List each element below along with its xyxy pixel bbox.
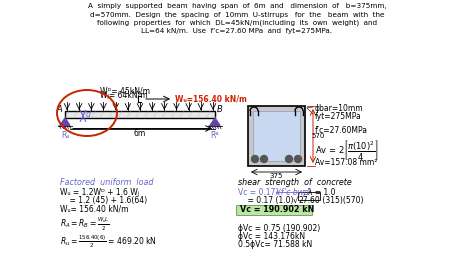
Text: Wⱼ= 64kN/m: Wⱼ= 64kN/m [100,91,147,100]
Text: Av=157.08 mm²: Av=157.08 mm² [315,158,377,167]
Text: √: √ [293,196,298,205]
Text: Rᴮ: Rᴮ [210,131,219,139]
Text: $R_A = R_B = \frac{W_u L}{2}$: $R_A = R_B = \frac{W_u L}{2}$ [60,216,110,233]
Text: = 1.2 (45) + 1.6(64): = 1.2 (45) + 1.6(64) [60,196,147,205]
Text: following  properties  for  which  DL=45kN/m(including  its  own  weight)  and: following properties for which DL=45kN/m… [97,20,377,27]
Circle shape [294,156,301,163]
Text: ϕVc = 0.75 (190.902): ϕVc = 0.75 (190.902) [238,224,320,233]
Text: Wᵤ=156.40 kN/m: Wᵤ=156.40 kN/m [175,94,247,103]
Polygon shape [210,118,220,126]
Text: fyt=275MPa: fyt=275MPa [315,112,362,121]
Text: $R_u = \frac{156.40(6)}{2}$ = 469.20 kN: $R_u = \frac{156.40(6)}{2}$ = 469.20 kN [60,233,157,250]
Bar [298,192,320,200]
Text: (315)(570): (315)(570) [320,196,364,205]
Text: Wᵤ = 1.2Wᴰ + 1.6 Wⱼ: Wᵤ = 1.2Wᴰ + 1.6 Wⱼ [60,188,139,197]
Text: A  simply  supported  beam  having  span  of  6m  and   dimension  of   b=375mm,: A simply supported beam having span of 6… [88,3,386,9]
Polygon shape [60,118,70,126]
Text: 0.5ϕVc= 71.588 kN: 0.5ϕVc= 71.588 kN [238,240,312,249]
Text: Av = 2$\left[\dfrac{\pi(10)^2}{4}\right]$: Av = 2$\left[\dfrac{\pi(10)^2}{4}\right]… [315,139,379,163]
Circle shape [285,156,292,163]
Text: 27.60: 27.60 [298,196,320,205]
Bar [65,111,215,118]
Text: Vc = 190.902 kN: Vc = 190.902 kN [240,206,314,214]
Text: √f’c bwd: √f’c bwd [276,188,309,197]
Text: Vc = 0.17λ: Vc = 0.17λ [238,188,280,197]
Text: Wᵤ= 156.40 kN/m: Wᵤ= 156.40 kN/m [60,204,128,213]
Bar [248,106,305,166]
Circle shape [252,156,258,163]
Text: Rₐ: Rₐ [61,131,69,139]
Text: d: d [86,110,91,119]
Text: B: B [217,105,223,114]
Text: 375: 375 [270,173,283,179]
Text: shear  strength  of  concrete: shear strength of concrete [238,178,352,187]
Text: Factored  uniform  load: Factored uniform load [60,178,154,187]
Text: ϕbar=10mm: ϕbar=10mm [315,104,364,113]
Text: ; λ = 1.0: ; λ = 1.0 [303,188,336,197]
Text: Wᴰ= 45kN/m: Wᴰ= 45kN/m [100,86,150,95]
Text: A: A [56,105,62,114]
Bar [253,111,300,161]
Text: ϕVc = 143.176kN: ϕVc = 143.176kN [238,232,305,241]
Text: 6m: 6m [134,130,146,139]
Circle shape [261,156,267,163]
Text: f’c=27.60MPa: f’c=27.60MPa [315,126,368,135]
FancyBboxPatch shape [237,206,312,215]
Text: LL=64 kN/m.  Use  f’c=27.60 MPa  and  fyt=275MPa.: LL=64 kN/m. Use f’c=27.60 MPa and fyt=27… [142,28,332,35]
Text: d=570mm.  Design  the  spacing  of  10mm  U-stirrups   for  the   beam  with  th: d=570mm. Design the spacing of 10mm U-st… [90,11,384,18]
Text: 570: 570 [311,133,324,139]
Text: = 0.17 (1.0): = 0.17 (1.0) [238,196,293,205]
